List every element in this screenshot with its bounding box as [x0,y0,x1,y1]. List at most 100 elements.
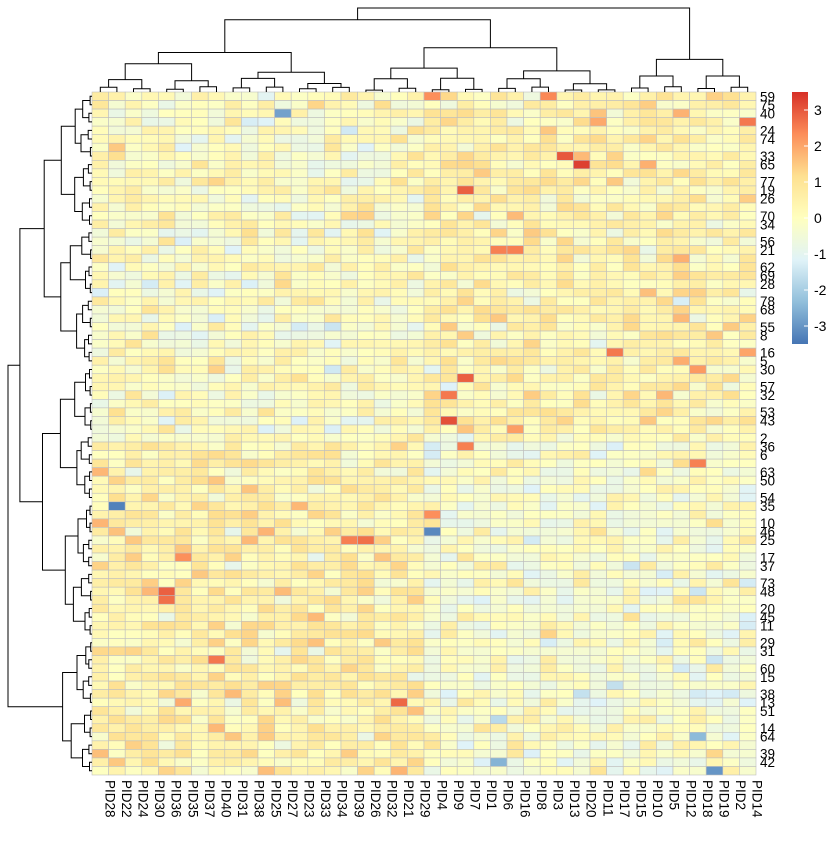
heatmap-cell [124,646,143,656]
heatmap-cell [639,569,657,579]
heatmap-cell [672,595,690,605]
heatmap-cell [440,151,458,161]
heatmap-cell [656,535,674,545]
heatmap-cell [456,732,475,742]
heatmap-cell [705,194,724,204]
column-dendrogram-branch [124,63,193,81]
heatmap-cell [672,219,690,229]
heatmap-cell [705,714,724,725]
heatmap-cell [473,484,491,494]
heatmap-cell [407,305,425,315]
heatmap-cell [456,134,475,144]
heatmap-cell [174,194,192,204]
heatmap-cell [141,194,159,204]
heatmap-cell [91,177,109,187]
heatmap-cell [357,552,375,562]
heatmap-cell [622,467,641,477]
heatmap-cell [440,322,458,332]
heatmap-cell [506,185,524,195]
heatmap-cell [440,236,458,246]
heatmap-cell [207,253,226,264]
heatmap-cell [340,270,358,281]
heatmap-cell [739,202,757,212]
heatmap-cell [324,151,342,161]
heatmap-cell [290,407,309,417]
heatmap-cell [124,492,143,503]
heatmap-cell [241,347,259,357]
heatmap-cell [158,296,176,306]
heatmap-cell [158,407,176,417]
heatmap-cell [689,510,707,520]
heatmap-cell [539,288,558,298]
heatmap-cell [473,433,491,443]
heatmap-cell [124,100,143,110]
heatmap-cell [373,629,392,639]
heatmap-cell [539,219,558,229]
heatmap-cell [523,373,541,383]
heatmap-cell [573,467,591,477]
heatmap-cell [490,125,508,135]
heatmap-cell [573,714,591,725]
column-dendrogram-branch [133,88,151,92]
heatmap-cell [523,185,541,195]
heatmap-cell [108,518,126,528]
heatmap-cell [689,296,707,306]
heatmap-cell [241,552,259,562]
heatmap-cell [108,475,126,486]
heatmap-cell [539,373,558,383]
heatmap-cell [290,501,309,511]
column-label: PID24 [136,780,151,818]
heatmap-cell [141,757,159,767]
heatmap-cell [622,501,641,511]
heatmap-cell [124,91,143,101]
heatmap-cell [324,262,342,272]
heatmap-cell [523,714,541,725]
heatmap-cell [290,100,309,110]
heatmap-cell [257,629,275,639]
heatmap-cell [207,424,226,434]
heatmap-cell [672,552,690,562]
heatmap-cell [606,134,624,144]
heatmap-cell [290,270,309,281]
heatmap-cell [257,680,275,690]
heatmap-cell [622,629,641,639]
heatmap-cell [407,390,425,400]
heatmap-cell [174,236,192,246]
heatmap-cell [307,219,325,229]
heatmap-cell [257,586,275,597]
heatmap-cell [523,492,541,503]
heatmap-cell [340,501,358,511]
heatmap-cell [672,467,690,477]
heatmap-cell [357,672,375,682]
heatmap-cell [423,467,441,477]
heatmap-cell [274,347,292,357]
row-label: 11 [760,619,774,634]
heatmap-cell [324,142,342,153]
heatmap-cell [207,381,226,392]
heatmap-cell [473,108,491,118]
heatmap-cell [622,160,641,170]
heatmap-cell [622,535,641,545]
heatmap-cell [207,313,226,323]
heatmap-cell [556,510,574,520]
heatmap-cell [523,262,541,272]
heatmap-cell [456,322,475,332]
heatmap-cell [473,552,491,562]
heatmap-cell [440,655,458,665]
heatmap-cell [340,313,358,323]
heatmap-cell [606,484,624,494]
heatmap-cell [257,732,275,742]
heatmap-cell [407,501,425,511]
heatmap-cell [689,151,707,161]
heatmap-cell [241,381,259,392]
heatmap-cell [407,142,425,153]
heatmap-cell [257,433,275,443]
heatmap-cell [257,262,275,272]
heatmap-cell [274,655,292,665]
heatmap-cell [324,578,342,588]
heatmap-cell [340,134,358,144]
heatmap-cell [373,270,392,281]
heatmap-cell [539,305,558,315]
heatmap-cell [573,305,591,315]
heatmap-cell [539,108,558,118]
